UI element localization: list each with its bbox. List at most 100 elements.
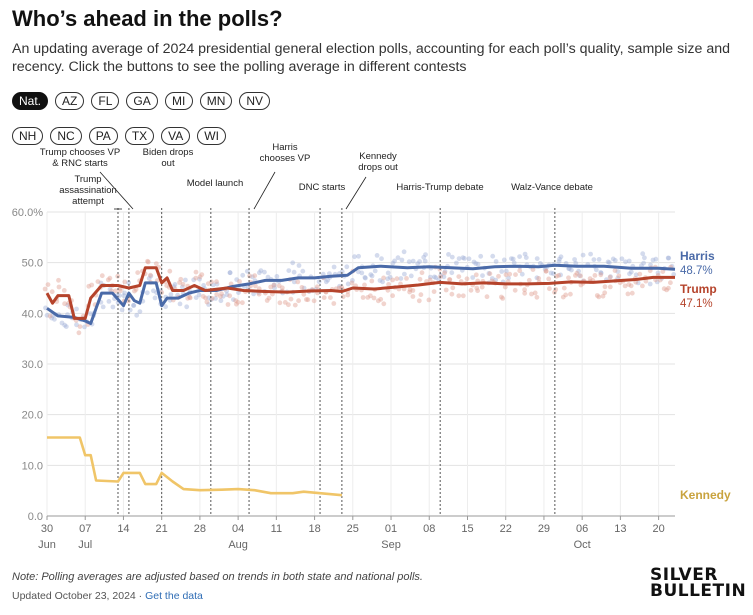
poll-dot — [206, 302, 212, 307]
poll-dot — [615, 269, 621, 274]
event-label: Trump — [74, 174, 101, 185]
poll-dot — [473, 272, 479, 278]
get-data-link[interactable]: Get the data — [145, 590, 203, 602]
poll-dot — [45, 282, 51, 287]
contest-button-wi[interactable]: WI — [197, 127, 226, 145]
event-label: Trump chooses VP — [40, 147, 120, 158]
poll-dot — [517, 268, 523, 274]
poll-dot — [180, 281, 186, 287]
contest-button-mi[interactable]: MI — [164, 92, 193, 110]
poll-dot — [336, 285, 342, 291]
poll-dot — [661, 286, 667, 292]
poll-dot — [365, 295, 371, 300]
poll-dot — [44, 312, 50, 318]
contest-button-nh[interactable]: NH — [12, 127, 44, 145]
poll-dot — [606, 260, 612, 265]
contest-button-pa[interactable]: PA — [88, 127, 118, 145]
poll-dot — [487, 271, 493, 277]
poll-dot — [271, 285, 277, 291]
poll-dot — [475, 288, 480, 294]
poll-dot — [402, 271, 407, 277]
poll-dot — [250, 274, 255, 280]
x-tick-label: 07 — [79, 523, 91, 535]
contest-button-mn[interactable]: MN — [199, 92, 233, 110]
contest-button-nat[interactable]: Nat. — [12, 92, 49, 110]
poll-dot — [368, 293, 373, 299]
poll-dot — [605, 259, 611, 265]
contest-button-fl[interactable]: FL — [91, 92, 120, 110]
poll-dot — [119, 307, 125, 313]
poll-dot — [286, 268, 292, 273]
poll-dot — [264, 298, 270, 303]
event-label: DNC starts — [299, 182, 346, 193]
contest-button-tx[interactable]: TX — [124, 127, 155, 145]
contest-button-ga[interactable]: GA — [126, 92, 158, 110]
poll-dot — [151, 288, 156, 294]
poll-dot — [296, 298, 301, 304]
contest-button-va[interactable]: VA — [161, 127, 191, 145]
y-tick-label: 10.0 — [22, 460, 43, 472]
poll-dot — [359, 270, 365, 276]
event-label: assassination — [59, 185, 117, 196]
x-month-label: Oct — [574, 539, 591, 551]
poll-dot — [427, 277, 433, 283]
poll-dot — [271, 282, 277, 288]
poll-dot — [456, 256, 462, 261]
poll-dot — [640, 283, 645, 289]
poll-dot — [321, 295, 327, 300]
poll-dot — [106, 299, 112, 304]
contest-button-nc[interactable]: NC — [50, 127, 82, 145]
contest-button-nv[interactable]: NV — [239, 92, 271, 110]
trump-series-label: Trump — [680, 282, 717, 296]
poll-dot — [543, 268, 549, 274]
poll-dot — [431, 289, 437, 294]
poll-dot — [327, 271, 332, 276]
poll-dot — [63, 324, 69, 329]
poll-dot — [368, 272, 374, 277]
contest-button-az[interactable]: AZ — [55, 92, 85, 110]
poll-dot — [99, 273, 105, 279]
poll-dot — [588, 251, 593, 257]
poll-dot — [626, 258, 632, 264]
y-tick-label: 20.0 — [22, 410, 43, 422]
x-month-label: Aug — [228, 539, 248, 551]
x-tick-label: 14 — [117, 523, 129, 535]
poll-dot — [478, 253, 484, 259]
poll-dot — [148, 273, 154, 279]
poll-dot — [274, 274, 280, 279]
poll-dot — [88, 311, 93, 317]
poll-dot — [82, 324, 87, 330]
poll-dot — [470, 275, 476, 280]
poll-dot — [526, 277, 532, 283]
poll-dot — [344, 264, 350, 270]
page-title: Who’s ahead in the polls? — [12, 6, 283, 31]
poll-dot — [560, 294, 566, 300]
poll-dot — [410, 294, 416, 299]
poll-dot — [258, 268, 264, 273]
poll-dot — [668, 280, 673, 286]
updated-text: Updated October 23, 2024 · — [12, 590, 146, 602]
poll-dot — [553, 287, 559, 292]
poll-dot — [660, 269, 666, 274]
poll-dot — [511, 260, 517, 266]
poll-dot — [500, 296, 506, 301]
poll-dot — [251, 291, 256, 297]
poll-dot — [126, 280, 131, 286]
event-label: Model launch — [187, 178, 244, 189]
poll-dot — [218, 298, 224, 304]
poll-dot — [214, 281, 220, 287]
poll-dot — [522, 251, 528, 257]
poll-dot — [666, 255, 672, 261]
poll-dot — [534, 256, 540, 261]
poll-dot — [227, 270, 233, 276]
poll-dot — [493, 277, 499, 283]
poll-dot — [374, 253, 380, 258]
poll-dot — [594, 293, 600, 298]
poll-dot — [640, 251, 646, 257]
poll-dot — [517, 254, 522, 259]
poll-dot — [314, 284, 320, 290]
poll-dot — [235, 299, 241, 305]
poll-dot — [377, 278, 383, 283]
poll-dot — [369, 278, 375, 284]
poll-dot — [418, 292, 424, 298]
